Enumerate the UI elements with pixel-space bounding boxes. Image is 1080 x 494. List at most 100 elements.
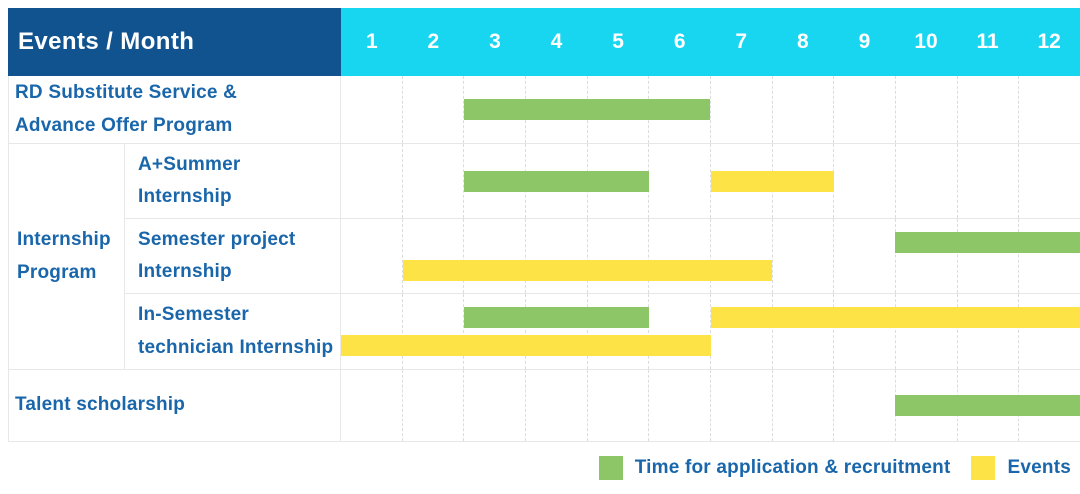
gantt-bar-event [710,307,1080,328]
gantt-row: A+Summer Internship [125,144,1080,219]
month-column [586,370,649,441]
group-rows: A+Summer Internship Semester project Inte… [125,144,1080,369]
row-months-area [341,294,1080,369]
legend-item-application: Time for application & recruitment [598,456,951,480]
month-column [710,370,772,441]
month-column [341,294,402,369]
month-column [895,294,957,369]
month-column [895,219,957,293]
month-column [710,294,772,369]
month-column [648,144,710,218]
gantt-row: In-Semester technician Internship [125,294,1080,369]
month-column [895,76,957,143]
row-months-area [341,76,1080,143]
month-column [586,219,649,293]
month-header-5: 5 [612,30,624,53]
month-header-10: 10 [914,30,938,53]
month-column [401,219,464,293]
group-label: Internship Program [9,144,125,369]
gantt-row: RD Substitute Service & Advance Offer Pr… [9,76,1080,144]
month-column [833,76,895,143]
month-header-strip: 1 2 3 4 5 6 7 8 9 10 11 12 [341,8,1080,76]
month-column [463,294,525,369]
gantt-row: Semester project Internship [125,219,1080,294]
gantt-bar-application [895,395,1080,416]
month-column [710,76,772,143]
row-label: Semester project Internship [125,219,341,293]
month-column [833,144,895,218]
table-header-row: Events / Month 1 2 3 4 5 6 7 8 9 10 11 12 [8,8,1080,76]
month-column [956,144,1019,218]
month-column [771,76,834,143]
month-column [956,76,1019,143]
month-column [956,294,1019,369]
month-column [463,219,525,293]
gantt-bar-application [895,232,1080,253]
row-label: Talent scholarship [9,370,341,441]
gantt-bar-event [402,260,773,281]
month-column [525,219,587,293]
month-column [956,219,1019,293]
month-column [525,294,587,369]
month-header-2: 2 [427,30,440,53]
gantt-bar-event [341,335,711,356]
month-column [586,294,649,369]
row-label: A+Summer Internship [125,144,341,218]
month-gridlines [341,219,1080,293]
month-column [341,144,402,218]
events-by-month-gantt-table: Events / Month 1 2 3 4 5 6 7 8 9 10 11 12 RD Substi… [8,8,1080,442]
month-column [648,219,710,293]
month-column [833,219,895,293]
month-column [1018,294,1080,369]
row-months-area [341,370,1080,441]
month-column [1018,219,1080,293]
row-months-area [341,144,1080,218]
month-gridlines [341,76,1080,143]
gantt-bar-application [464,307,649,328]
month-header-8: 8 [796,30,809,53]
legend-swatch-application [598,456,623,480]
month-column [1018,76,1080,143]
table-title: Events / Month [8,8,341,76]
month-header-3: 3 [489,30,501,53]
gantt-bar-application [464,99,711,120]
month-column [833,294,895,369]
legend-item-event: Events [971,456,1071,480]
month-column [463,144,525,218]
month-header-11: 11 [976,30,999,53]
gantt-group-block: Internship Program A+Summer Internship Sem… [9,144,1080,370]
month-gridlines [341,294,1080,369]
month-header-7: 7 [735,30,748,53]
month-column [1018,144,1080,218]
month-column [401,76,464,143]
legend-label: Events [1007,457,1071,478]
month-column [771,219,834,293]
row-label: In-Semester technician Internship [125,294,341,369]
month-column [341,219,402,293]
gantt-row: Talent scholarship [9,370,1080,442]
month-column [648,370,710,441]
row-label: RD Substitute Service & Advance Offer Pr… [9,76,341,143]
legend: Time for application & recruitment Events [598,456,1071,480]
month-header-9: 9 [858,30,871,53]
month-column [771,294,834,369]
month-column [341,76,402,143]
month-header-6: 6 [673,30,686,53]
month-header-12: 12 [1037,30,1061,53]
month-column [401,144,464,218]
gantt-bar-application [464,170,649,192]
gantt-bar-event [710,170,834,192]
legend-label: Time for application & recruitment [634,457,951,478]
month-column [401,294,464,369]
month-column [401,370,464,441]
month-column [463,76,525,143]
month-header-1: 1 [365,30,378,53]
month-column [648,294,710,369]
legend-swatch-event [971,456,996,480]
month-column [833,370,895,441]
month-column [710,219,772,293]
gantt-body: RD Substitute Service & Advance Offer Pr… [8,76,1080,442]
month-column [895,144,957,218]
month-column [771,370,834,441]
row-months-area [341,219,1080,293]
